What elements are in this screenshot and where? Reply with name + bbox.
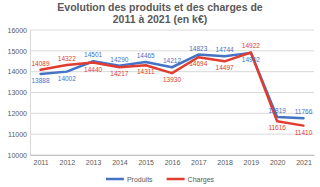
- title-line: Evolution des produits et des charges de: [57, 1, 263, 13]
- x-tick-label: 2017: [191, 159, 207, 166]
- data-label: 14440: [84, 66, 102, 73]
- y-tick: 15000: [8, 48, 30, 55]
- data-label: 14902: [242, 56, 260, 63]
- grid-line: [30, 30, 314, 31]
- x-tick-label: 2016: [165, 159, 181, 166]
- data-labels: 13888 14002 14501 14290 14465 14212 14823 14744…: [31, 42, 312, 135]
- y-tick-label: 13000: [8, 89, 28, 96]
- x-tick-label: 2015: [138, 159, 154, 166]
- data-label: 13930: [163, 76, 181, 83]
- data-label: 14744: [216, 46, 234, 53]
- data-label: 14922: [242, 42, 260, 49]
- data-label: 14002: [58, 75, 76, 82]
- x-axis: 2011 2012 2013 2014 2015 2016 2017 2018 2019 2020…: [31, 155, 315, 166]
- data-label: 11410: [295, 129, 313, 136]
- x-axis-line: [31, 155, 315, 156]
- x-tick: 2015: [138, 155, 154, 166]
- y-tick: 10000: [8, 152, 30, 159]
- y-tick: 16000: [8, 27, 30, 34]
- y-tick-label: 15000: [8, 48, 28, 55]
- series-line: [41, 52, 304, 125]
- y-tick-label: 10000: [8, 152, 28, 159]
- x-tick-label: 2021: [296, 159, 312, 166]
- y-tick: 13000: [8, 89, 30, 96]
- x-tick: 2017: [191, 155, 207, 166]
- data-label: 14465: [137, 52, 155, 59]
- y-tick-label: 14000: [8, 68, 28, 75]
- x-tick: 2014: [112, 155, 128, 166]
- x-tick: 2018: [217, 155, 233, 166]
- y-tick: 14000: [8, 68, 30, 75]
- grid-line: [30, 50, 314, 51]
- grid-line: [30, 134, 314, 135]
- title: Evolution des produits et des charges de…: [57, 1, 263, 25]
- data-label: 11766: [295, 108, 313, 115]
- chart: Evolution des produits et des charges de…: [0, 0, 320, 187]
- legend-item: Charges: [167, 176, 215, 184]
- x-tick: 2020: [270, 155, 286, 166]
- x-tick: 2019: [244, 155, 260, 166]
- x-tick: 2016: [165, 155, 181, 166]
- data-label: 14089: [31, 60, 49, 67]
- data-label: 14823: [189, 45, 207, 52]
- data-label: 11616: [268, 124, 286, 131]
- data-label: 14497: [216, 64, 234, 71]
- x-tick: 2013: [86, 155, 102, 166]
- legend: Produits Charges: [106, 176, 215, 184]
- data-label: 14501: [84, 51, 102, 58]
- grid-line: [30, 92, 314, 93]
- data-label: 14322: [58, 55, 76, 62]
- data-label: 14694: [189, 60, 207, 67]
- x-tick-label: 2012: [60, 159, 76, 166]
- data-label: 14290: [110, 56, 128, 63]
- y-axis: 10000 11000 12000 13000 14000 15000 16000: [8, 27, 31, 159]
- y-tick-label: 16000: [8, 27, 28, 34]
- x-tick: 2012: [60, 155, 76, 166]
- data-label: 14217: [110, 70, 128, 77]
- x-tick-label: 2019: [244, 159, 260, 166]
- chart-container: Evolution des produits et des charges de…: [0, 0, 320, 187]
- y-tick-label: 11000: [8, 131, 27, 138]
- data-label: 14212: [163, 57, 181, 64]
- legend-label: Charges: [188, 176, 215, 184]
- data-label: 14311: [137, 68, 155, 75]
- plot-area: [41, 52, 304, 125]
- y-tick-label: 12000: [8, 110, 28, 117]
- legend-item: Produits: [106, 176, 153, 183]
- legend-swatch: [106, 178, 124, 181]
- x-tick-label: 2018: [217, 159, 233, 166]
- x-tick-label: 2011: [33, 159, 48, 166]
- data-label: 13888: [31, 77, 49, 84]
- x-tick-label: 2014: [112, 159, 128, 166]
- x-tick: 2021: [296, 155, 312, 166]
- y-tick: 12000: [8, 110, 30, 117]
- x-tick-label: 2013: [86, 159, 102, 166]
- grid: [30, 30, 314, 155]
- y-tick: 11000: [8, 131, 30, 138]
- data-label: 11819: [268, 107, 286, 114]
- legend-swatch: [167, 178, 185, 181]
- y-axis-line: [30, 31, 31, 156]
- x-tick-label: 2020: [270, 159, 286, 166]
- x-tick: 2011: [33, 155, 48, 166]
- legend-label: Produits: [127, 176, 153, 183]
- grid-line: [30, 155, 314, 156]
- title-line: 2011 à 2021 (en k€): [113, 13, 208, 25]
